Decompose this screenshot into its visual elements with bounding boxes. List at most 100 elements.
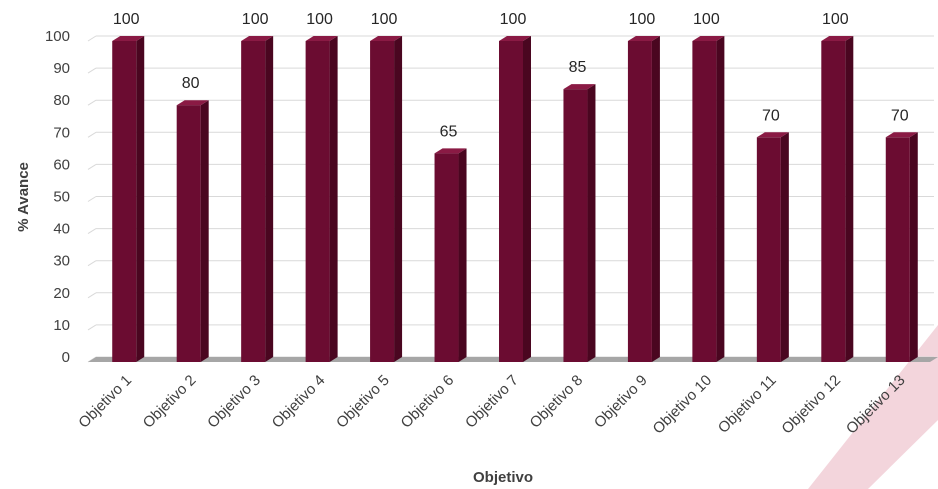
- bar-top: [756, 132, 789, 138]
- bar-top: [370, 36, 403, 41]
- bar: [499, 36, 531, 362]
- y-axis-title: % Avance: [15, 162, 32, 232]
- x-axis-ticks: Objetivo 1 Objetivo 2 Objetivo 3 Objetivo 4…: [75, 372, 908, 438]
- gridline-diag: [87, 99, 97, 106]
- bar-side: [716, 36, 725, 362]
- y-tick-label: 50: [53, 189, 70, 206]
- gridline-diag: [87, 292, 97, 299]
- bar-side: [394, 36, 403, 362]
- bar-front: [370, 41, 395, 362]
- gridline-diag: [87, 35, 97, 42]
- data-label: 100: [242, 11, 269, 28]
- y-axis-ticks: 0 10 20 30 40 50 60 70 80 90 100: [45, 28, 70, 366]
- bar-top: [112, 36, 145, 41]
- bar-side: [780, 132, 789, 362]
- bar: [756, 132, 789, 362]
- data-label: 85: [569, 59, 587, 76]
- y-tick-label: 90: [53, 60, 70, 77]
- x-tick-label: Objetivo 12: [778, 372, 844, 438]
- data-label: 65: [440, 123, 458, 140]
- data-label: 100: [371, 11, 398, 28]
- bar-top: [692, 36, 725, 41]
- bar-front: [692, 41, 717, 362]
- bar-top: [627, 36, 660, 41]
- bar: [563, 84, 596, 363]
- y-tick-label: 60: [53, 156, 70, 173]
- bar-top: [563, 84, 596, 90]
- bar-top: [176, 100, 209, 106]
- x-tick-label: Objetivo 7: [462, 372, 522, 432]
- gridline-diag: [87, 196, 97, 202]
- bar-top: [499, 36, 531, 41]
- bar-front: [885, 137, 910, 362]
- data-label: 100: [500, 11, 527, 28]
- data-labels: 100 80 100 100 100 65 100 85 100 100 70 100 70: [113, 11, 909, 140]
- bar: [305, 36, 338, 362]
- bar-top: [241, 36, 274, 41]
- x-tick-label: Objetivo 2: [140, 372, 200, 432]
- x-tick-label: Objetivo 8: [527, 372, 587, 432]
- data-label: 70: [762, 107, 780, 124]
- bar: [241, 36, 274, 362]
- y-tick-label: 0: [62, 349, 70, 366]
- gridline-diag: [87, 228, 97, 235]
- corner-decoration: [808, 325, 938, 489]
- bar-side: [265, 36, 274, 362]
- bar-side: [136, 36, 145, 362]
- bar: [176, 100, 209, 362]
- bar: [885, 132, 918, 362]
- bars: [112, 36, 918, 363]
- bar-top: [885, 132, 918, 138]
- data-label: 100: [693, 11, 720, 28]
- data-label: 100: [629, 11, 656, 28]
- x-tick-label: Objetivo 11: [715, 372, 780, 437]
- data-label: 100: [113, 11, 140, 28]
- bar-front: [434, 153, 459, 362]
- x-axis-title: Objetivo: [473, 469, 533, 486]
- x-tick-label: Objetivo 10: [650, 372, 716, 438]
- bar: [370, 36, 403, 362]
- bar-side: [523, 36, 531, 362]
- bar-top: [305, 36, 338, 41]
- bar-side: [651, 36, 660, 362]
- x-tick-label: Objetivo 1: [75, 372, 135, 432]
- data-label: 100: [822, 11, 849, 28]
- y-tick-label: 40: [53, 221, 70, 238]
- y-tick-label: 20: [53, 285, 70, 302]
- x-tick-label: Objetivo 3: [204, 372, 264, 432]
- x-tick-label: Objetivo 9: [591, 372, 651, 432]
- bar-front: [627, 41, 652, 362]
- x-tick-label: Objetivo 6: [398, 372, 458, 432]
- bar-front: [112, 41, 137, 362]
- gridline-diag: [87, 260, 97, 267]
- data-label: 80: [182, 75, 200, 92]
- bar-front: [241, 41, 266, 362]
- y-tick-label: 100: [45, 28, 70, 45]
- gridline-diag: [87, 324, 97, 331]
- y-tick-label: 70: [53, 124, 70, 141]
- bar-side: [458, 148, 467, 362]
- gridline-diag: [87, 163, 97, 170]
- bar-front: [756, 137, 781, 362]
- gridline-diag: [87, 131, 97, 138]
- bar-side: [845, 36, 854, 362]
- gridline-diag: [87, 67, 97, 74]
- data-label: 70: [891, 107, 909, 124]
- y-tick-label: 10: [53, 317, 70, 334]
- x-tick-label: Objetivo 5: [333, 372, 393, 432]
- data-label: 100: [306, 11, 333, 28]
- bar: [627, 36, 660, 362]
- y-tick-label: 80: [53, 92, 70, 109]
- y-tick-label: 30: [53, 253, 70, 270]
- bar-front: [305, 41, 330, 362]
- bar-top: [434, 148, 467, 154]
- bar-front: [821, 41, 846, 362]
- bar-side: [587, 84, 596, 363]
- bar: [821, 36, 854, 362]
- bar-side: [909, 132, 918, 362]
- bar-front: [499, 41, 523, 362]
- bar: [692, 36, 725, 362]
- bar-top: [821, 36, 854, 41]
- bar: [112, 36, 145, 362]
